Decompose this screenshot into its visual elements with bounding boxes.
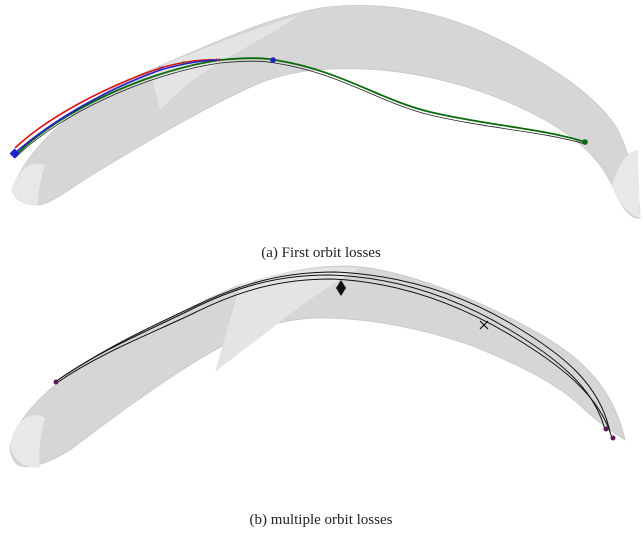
caption: (b) multiple orbit losses: [250, 512, 393, 528]
marker: [54, 380, 59, 385]
figure: × × × (a) First orbit losses (b) multipl…: [0, 0, 643, 533]
surface: [10, 266, 625, 467]
subfigure-b: [10, 266, 625, 468]
marker: ×: [158, 63, 163, 73]
marker: ×: [181, 58, 186, 68]
marker: [582, 139, 588, 145]
marker: ×: [215, 55, 220, 65]
marker: [270, 57, 276, 63]
marker: [611, 436, 616, 441]
caption: (a) First orbit losses: [261, 245, 381, 261]
surface: [12, 5, 640, 218]
subfigure-a: × × ×: [10, 5, 640, 218]
marker: [604, 427, 609, 432]
